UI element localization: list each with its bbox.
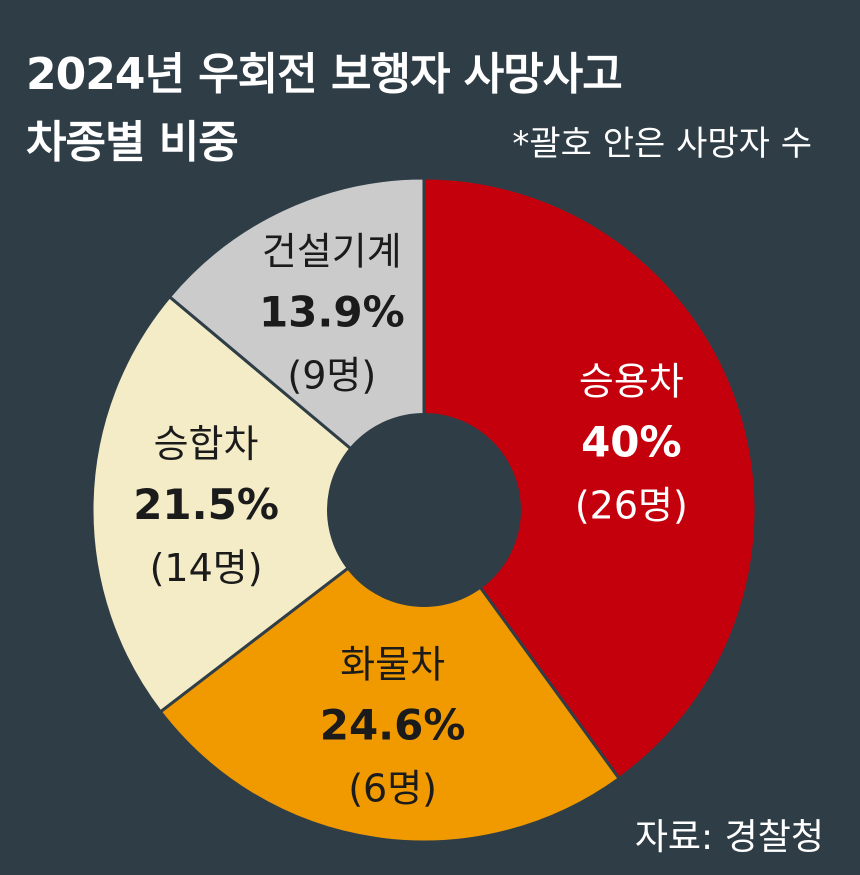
chart-source: 자료: 경찰청 [634, 817, 824, 858]
slice-count-label: (14명) [150, 546, 263, 590]
slice-category-label: 승합차 [154, 422, 259, 466]
slice-category-label: 승용차 [579, 360, 684, 404]
slice-percent-label: 40% [581, 418, 682, 467]
slice-labels: 승용차 40% (26명) 화물차 24.6% (6명) 승합차 21.5% (14명) 건설기계… [133, 229, 688, 810]
slice-count-label: (9명) [287, 353, 376, 397]
slice-count-label: (6명) [348, 767, 437, 811]
chart-title-line1: 2024년 우회전 보행자 사망사고 [26, 49, 623, 100]
chart-note: *괄호 안은 사망자 수 [512, 124, 812, 164]
slice-count-label: (26명) [575, 484, 688, 528]
slice-percent-label: 13.9% [259, 287, 405, 336]
pie-slice-2 [158, 507, 622, 844]
pie-slice-1 [422, 176, 758, 781]
pie-slice-4 [167, 176, 426, 514]
slice-percent-label: 21.5% [133, 480, 279, 529]
chart-title-line2: 차종별 비중 [26, 117, 239, 168]
slice-percent-label: 24.6% [320, 701, 466, 750]
donut-hole [327, 413, 521, 607]
pie-slice-3 [90, 294, 427, 714]
slice-category-label: 건설기계 [262, 229, 402, 273]
pie-slices [90, 176, 758, 844]
slice-category-label: 화물차 [340, 643, 445, 687]
